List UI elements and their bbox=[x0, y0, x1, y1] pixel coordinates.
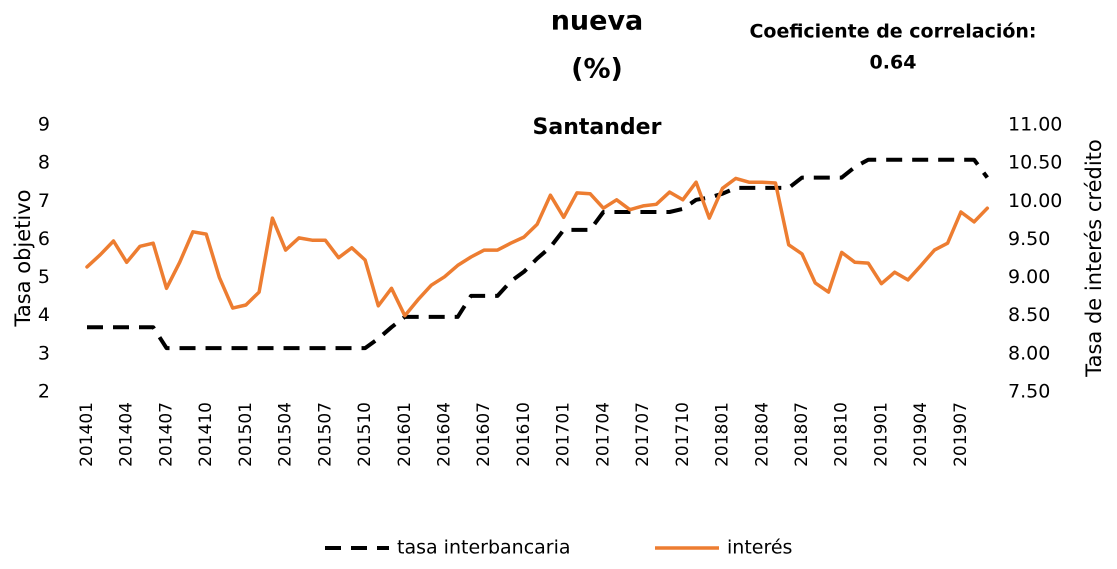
x-tick-label: 201801 bbox=[713, 402, 733, 467]
y-tick-label: 5 bbox=[38, 266, 50, 288]
x-tick-label: 201601 bbox=[395, 402, 415, 467]
y-tick-label: 4 bbox=[38, 304, 50, 326]
x-tick-label: 201807 bbox=[792, 402, 812, 467]
x-tick-label: 201607 bbox=[474, 402, 494, 467]
x-tick-label: 201701 bbox=[554, 402, 574, 467]
legend-label: tasa interbancaria bbox=[397, 537, 571, 559]
x-tick-label: 201710 bbox=[673, 402, 693, 467]
y2-tick-label: 10.00 bbox=[1008, 190, 1062, 212]
x-tick-label: 201810 bbox=[832, 402, 852, 467]
x-tick-label: 201507 bbox=[315, 402, 335, 467]
chart-subtitle: Santander bbox=[533, 115, 662, 140]
annotation: Coeficiente de correlación: bbox=[749, 21, 1036, 43]
y-tick-label: 3 bbox=[38, 342, 50, 364]
y-tick-label: 6 bbox=[38, 228, 50, 250]
y2-axis-title: Tasa de interés crédito bbox=[1082, 139, 1106, 378]
y2-tick-label: 8.50 bbox=[1008, 304, 1050, 326]
x-tick-label: 201504 bbox=[276, 402, 296, 467]
x-tick-label: 201704 bbox=[593, 402, 613, 467]
y-tick-label: 8 bbox=[38, 152, 50, 174]
x-tick-label: 201904 bbox=[911, 402, 931, 467]
x-tick-label: 201410 bbox=[196, 402, 216, 467]
y2-tick-label: 9.00 bbox=[1008, 266, 1050, 288]
x-tick-label: 201404 bbox=[117, 402, 137, 467]
x-tick-label: 201804 bbox=[752, 402, 772, 467]
y2-tick-label: 10.50 bbox=[1008, 152, 1062, 174]
chart-title-line: nueva bbox=[551, 6, 644, 37]
x-tick-label: 201401 bbox=[77, 402, 97, 467]
y-tick-label: 2 bbox=[38, 381, 50, 403]
y-axis-title: Tasa objetivo bbox=[11, 190, 35, 328]
series-line bbox=[87, 157, 989, 351]
x-tick-label: 201901 bbox=[871, 402, 891, 467]
y-tick-label: 9 bbox=[38, 114, 50, 136]
x-tick-label: 201707 bbox=[633, 402, 653, 467]
y2-tick-label: 8.00 bbox=[1008, 342, 1050, 364]
chart-title-line: (%) bbox=[571, 54, 623, 85]
x-tick-label: 201501 bbox=[236, 402, 256, 467]
x-tick-label: 201907 bbox=[951, 402, 971, 467]
x-tick-label: 201610 bbox=[514, 402, 534, 467]
x-tick-label: 201510 bbox=[355, 402, 375, 467]
y-tick-label: 7 bbox=[38, 190, 50, 212]
y2-tick-label: 7.50 bbox=[1008, 381, 1050, 403]
y2-tick-label: 11.00 bbox=[1008, 114, 1062, 136]
y2-tick-label: 9.50 bbox=[1008, 228, 1050, 250]
annotation: 0.64 bbox=[870, 52, 917, 74]
series-line bbox=[85, 176, 990, 318]
x-tick-label: 201407 bbox=[156, 402, 176, 467]
x-tick-label: 201604 bbox=[435, 402, 455, 467]
legend-label: interés bbox=[727, 537, 792, 559]
